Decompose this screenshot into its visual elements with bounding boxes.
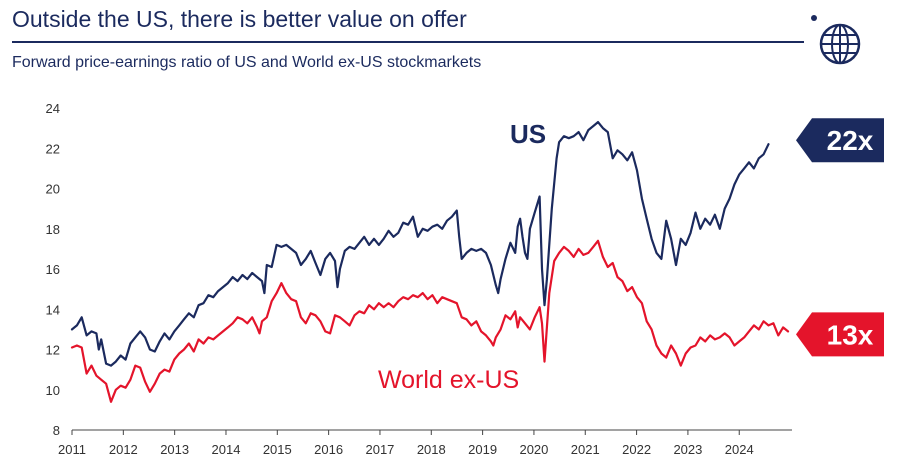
x-tick-label: 2023 [673, 442, 702, 457]
x-tick-label: 2021 [571, 442, 600, 457]
x-tick-label: 2011 [58, 442, 86, 457]
y-tick-label: 10 [46, 383, 60, 398]
x-tick-label: 2020 [519, 442, 548, 457]
y-tick-label: 14 [46, 302, 60, 317]
y-tick-label: 22 [46, 141, 60, 156]
x-tick-label: 2018 [417, 442, 446, 457]
y-tick-label: 20 [46, 182, 60, 197]
badge-world-ex-us: 13x [827, 319, 874, 350]
y-tick-label: 8 [53, 423, 60, 438]
series-line-us [70, 121, 770, 367]
y-tick-label: 12 [46, 343, 60, 358]
badge-world-ex-us-shape [796, 312, 884, 357]
title-divider [12, 41, 804, 43]
x-tick-label: 2014 [212, 442, 241, 457]
x-tick-label: 2019 [468, 442, 497, 457]
series-label-world-ex-us: World ex-US [378, 366, 519, 394]
badge-us-shape [796, 118, 884, 163]
y-tick-label: 16 [46, 262, 60, 277]
x-tick-label: 2015 [263, 442, 292, 457]
page-title: Outside the US, there is better value on… [12, 6, 467, 32]
series-line-world-ex-us [70, 239, 790, 403]
x-tick-label: 2013 [160, 442, 189, 457]
globe-icon [811, 15, 861, 65]
y-tick-label: 24 [46, 101, 60, 116]
x-tick-label: 2016 [314, 442, 343, 457]
badge-us: 22x [827, 125, 874, 156]
y-tick-label: 18 [46, 222, 60, 237]
x-tick-label: 2012 [109, 442, 138, 457]
page-subtitle: Forward price-earnings ratio of US and W… [12, 54, 482, 71]
series-label-us: US [510, 119, 546, 149]
x-tick-label: 2017 [365, 442, 394, 457]
x-tick-label: 2024 [725, 442, 754, 457]
x-tick-label: 2022 [622, 442, 651, 457]
